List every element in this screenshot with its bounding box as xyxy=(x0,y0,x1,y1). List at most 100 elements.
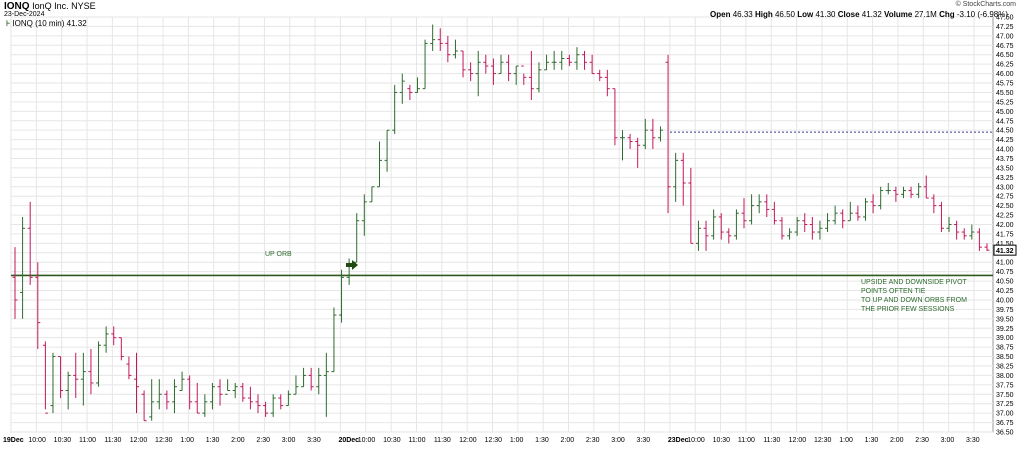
open-label: Open xyxy=(710,10,731,19)
y-tick-label: 47.50 xyxy=(996,15,1014,22)
y-tick-label: 44.00 xyxy=(996,147,1014,154)
company-name: IonQ Inc. NYSE xyxy=(32,1,96,11)
y-tick-label: 38.50 xyxy=(996,354,1014,361)
y-tick-label: 46.00 xyxy=(996,71,1014,78)
y-tick-label: 39.75 xyxy=(996,307,1014,314)
x-tick-label: 3:00 xyxy=(941,437,955,444)
x-tick-label: 2:00 xyxy=(890,437,904,444)
x-tick-label: 3:30 xyxy=(966,437,980,444)
close-label: Close xyxy=(837,10,860,19)
y-tick-label: 36.75 xyxy=(996,420,1014,427)
x-tick-label: 10:30 xyxy=(54,437,72,444)
volume-value: 27.1M xyxy=(914,10,937,19)
last-price-label: 41.32 xyxy=(996,248,1014,255)
x-tick-label: 1:00 xyxy=(839,437,853,444)
y-tick-label: 41.75 xyxy=(996,231,1014,238)
x-tick-label: 2:30 xyxy=(586,437,600,444)
y-tick-label: 37.25 xyxy=(996,401,1014,408)
x-tick-label: 11:00 xyxy=(408,437,425,444)
x-tick-label: 11:30 xyxy=(763,437,780,444)
ticker-title: IONQ IonQ Inc. NYSE xyxy=(4,1,96,12)
chart-date: 23-Dec-2024 xyxy=(4,11,45,18)
x-tick-label: 12:00 xyxy=(130,437,148,444)
x-tick-label: 12:00 xyxy=(789,437,807,444)
low-label: Low xyxy=(797,10,814,19)
y-tick-label: 43.00 xyxy=(996,184,1014,191)
y-tick-label: 37.50 xyxy=(996,392,1014,399)
chg-label: Chg xyxy=(939,10,955,19)
x-tick-label: 1:30 xyxy=(865,437,879,444)
x-tick-label: 23Dec xyxy=(668,437,689,444)
volume-label: Volume xyxy=(884,10,913,19)
y-tick-label: 38.25 xyxy=(996,363,1014,370)
y-tick-label: 43.50 xyxy=(996,165,1014,172)
y-tick-label: 40.75 xyxy=(996,269,1014,276)
high-label: High xyxy=(754,10,773,19)
x-tick-label: 10:30 xyxy=(383,437,401,444)
chg-value: -3.10 (-6.98%) xyxy=(956,10,1008,19)
y-tick-label: 38.75 xyxy=(996,345,1014,352)
legend: ⊦ IONQ (10 min) 41.32 xyxy=(6,19,87,29)
up-orb-label: UP ORB xyxy=(265,251,292,258)
x-tick-label: 3:30 xyxy=(637,437,651,444)
y-tick-label: 36.50 xyxy=(996,430,1014,437)
y-tick-label: 42.50 xyxy=(996,203,1014,210)
x-tick-label: 11:00 xyxy=(738,437,755,444)
x-tick-label: 1:30 xyxy=(535,437,549,444)
y-tick-label: 43.75 xyxy=(996,156,1014,163)
y-tick-label: 40.50 xyxy=(996,279,1014,286)
y-tick-label: 40.00 xyxy=(996,297,1014,304)
x-tick-label: 11:30 xyxy=(434,437,451,444)
y-tick-label: 44.25 xyxy=(996,137,1014,144)
x-tick-label: 10:30 xyxy=(713,437,731,444)
x-tick-label: 3:30 xyxy=(307,437,321,444)
y-tick-label: 38.00 xyxy=(996,373,1014,380)
x-tick-label: 1:00 xyxy=(510,437,524,444)
x-tick-label: 12:30 xyxy=(484,437,502,444)
x-tick-label: 12:00 xyxy=(459,437,477,444)
y-tick-label: 44.75 xyxy=(996,118,1014,125)
y-tick-label: 45.50 xyxy=(996,90,1014,97)
ohlc-summary: Open 46.33 High 46.50 Low 41.30 Close 41… xyxy=(710,10,1008,20)
annotation-line: THE PRIOR FEW SESSIONS xyxy=(861,306,955,313)
x-tick-label: 1:30 xyxy=(206,437,220,444)
y-tick-label: 45.75 xyxy=(996,81,1014,88)
credit-text: © StockCharts.com xyxy=(955,1,1016,8)
y-tick-label: 42.25 xyxy=(996,213,1014,220)
x-tick-label: 3:00 xyxy=(611,437,625,444)
y-tick-label: 39.00 xyxy=(996,335,1014,342)
y-tick-label: 45.00 xyxy=(996,109,1014,116)
y-tick-label: 46.25 xyxy=(996,62,1014,69)
y-tick-label: 46.50 xyxy=(996,52,1014,59)
y-tick-label: 40.25 xyxy=(996,288,1014,295)
low-value: 41.30 xyxy=(815,10,836,19)
x-tick-label: 20Dec xyxy=(338,437,359,444)
y-tick-label: 42.75 xyxy=(996,194,1014,201)
annotation-line: UPSIDE AND DOWNSIDE PIVOT xyxy=(861,279,967,286)
y-tick-label: 45.25 xyxy=(996,99,1014,106)
annotation-line: POINTS OFTEN TIE xyxy=(861,288,926,295)
y-tick-label: 46.75 xyxy=(996,43,1014,50)
y-tick-label: 41.00 xyxy=(996,260,1014,267)
legend-label: IONQ (10 min) 41.32 xyxy=(12,19,87,28)
last-price-tag xyxy=(993,244,1017,256)
y-tick-label: 47.00 xyxy=(996,33,1014,40)
open-value: 46.33 xyxy=(732,10,753,19)
y-tick-label: 39.50 xyxy=(996,316,1014,323)
close-value: 41.32 xyxy=(861,10,882,19)
annotation-line: TO UP AND DOWN ORBS FROM xyxy=(861,297,967,304)
x-tick-label: 3:00 xyxy=(282,437,296,444)
y-tick-label: 43.25 xyxy=(996,175,1014,182)
y-tick-label: 37.00 xyxy=(996,411,1014,418)
x-tick-label: 2:30 xyxy=(256,437,270,444)
x-tick-label: 11:30 xyxy=(104,437,121,444)
high-value: 46.50 xyxy=(774,10,796,19)
ohlc-legend-icon: ⊦ xyxy=(6,19,11,28)
y-tick-label: 42.00 xyxy=(996,222,1014,229)
x-tick-label: 1:00 xyxy=(180,437,194,444)
y-tick-label: 37.75 xyxy=(996,382,1014,389)
y-tick-label: 39.25 xyxy=(996,326,1014,333)
x-tick-label: 2:00 xyxy=(561,437,575,444)
